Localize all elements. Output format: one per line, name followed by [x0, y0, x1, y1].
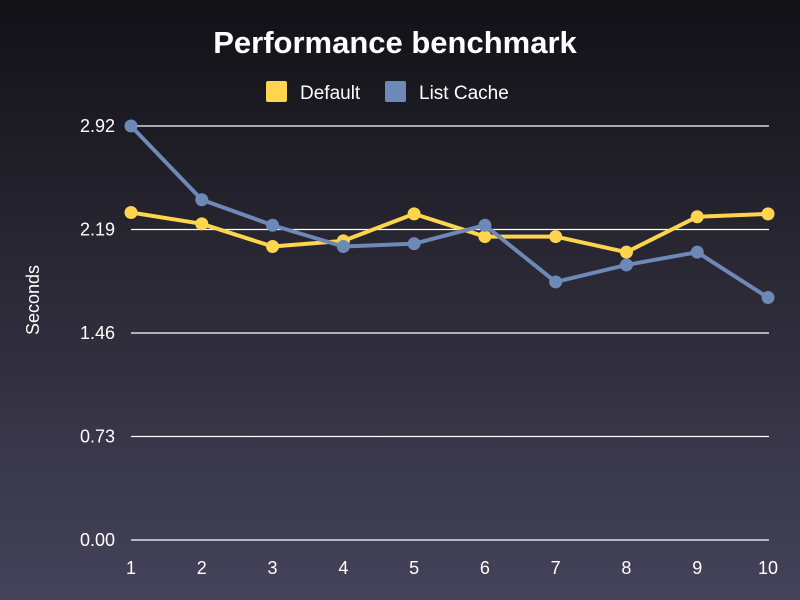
legend-label: Default: [300, 83, 361, 104]
data-point: [761, 291, 775, 305]
data-point: [478, 230, 492, 244]
legend: Default List Cache: [266, 81, 509, 104]
y-axis-label: Seconds: [23, 265, 43, 335]
y-tick-label: 0.00: [80, 530, 115, 550]
legend-label: List Cache: [419, 83, 509, 104]
data-point: [761, 207, 775, 221]
chart-title: Performance benchmark: [213, 25, 577, 60]
data-point: [619, 245, 633, 259]
data-point: [407, 207, 421, 221]
legend-item: Default: [266, 81, 361, 104]
data-point: [690, 245, 704, 259]
y-tick-label: 1.46: [80, 323, 115, 343]
series-line: [129, 210, 770, 255]
data-point: [195, 217, 209, 231]
series-group: [124, 119, 775, 305]
grid-lines: [131, 125, 769, 541]
data-point: [336, 240, 350, 254]
data-point: [549, 275, 563, 289]
x-tick-label: 3: [268, 558, 278, 578]
x-tick-label: 9: [692, 558, 702, 578]
series-line: [129, 124, 770, 300]
data-point: [478, 218, 492, 232]
x-tick-label: 1: [126, 558, 136, 578]
series-default: [124, 205, 775, 259]
x-tick-label: 6: [480, 558, 490, 578]
data-point: [690, 210, 704, 224]
x-tick-label: 5: [409, 558, 419, 578]
legend-swatch: [385, 81, 406, 102]
data-point: [124, 205, 138, 219]
y-axis-ticks: 0.00 0.73 1.46 2.19 2.92: [80, 116, 115, 550]
x-tick-label: 2: [197, 558, 207, 578]
data-point: [407, 237, 421, 251]
x-tick-label: 8: [621, 558, 631, 578]
data-point: [549, 230, 563, 244]
x-axis-ticks: 1 2 3 4 5 6 7 8 9 10: [126, 558, 778, 578]
legend-item: List Cache: [385, 81, 509, 104]
data-point: [124, 119, 138, 133]
y-tick-label: 0.73: [80, 427, 115, 447]
data-point: [266, 218, 280, 232]
data-point: [619, 258, 633, 272]
y-tick-label: 2.19: [80, 220, 115, 240]
x-tick-label: 7: [551, 558, 561, 578]
y-tick-label: 2.92: [80, 116, 115, 136]
series-list-cache: [124, 119, 775, 305]
data-point: [195, 193, 209, 207]
legend-swatch: [266, 81, 287, 102]
data-point: [266, 240, 280, 254]
x-tick-label: 10: [758, 558, 778, 578]
x-tick-label: 4: [338, 558, 348, 578]
